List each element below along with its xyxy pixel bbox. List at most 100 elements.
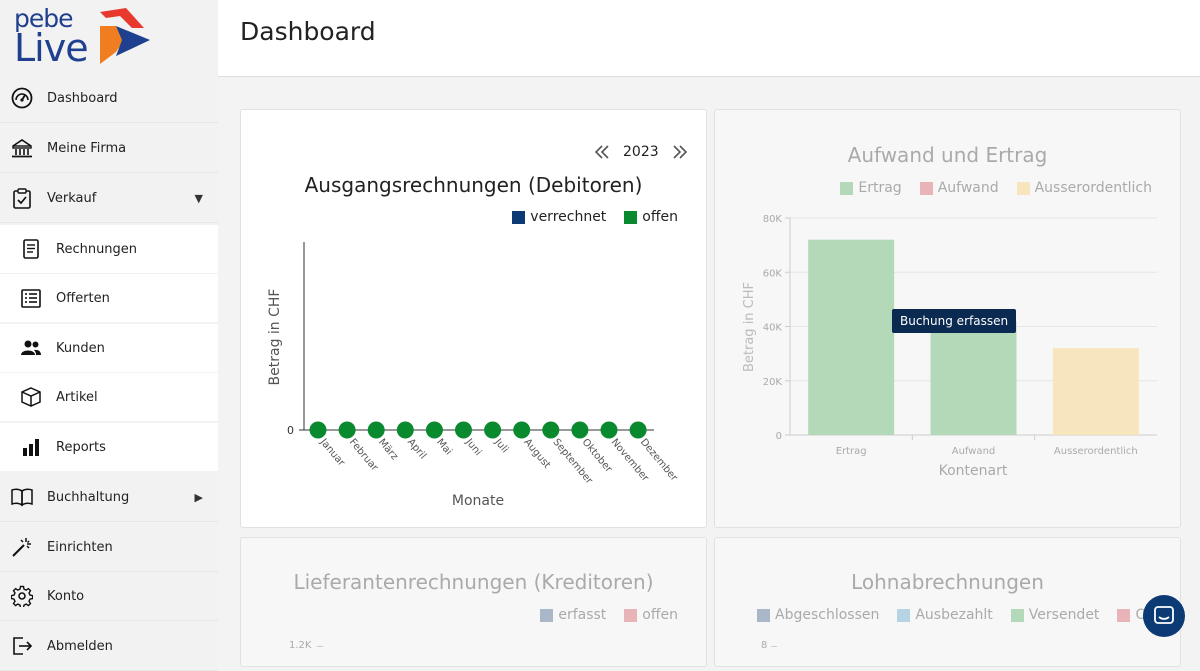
chart-legend: Ertrag Aufwand Ausserordentlich: [822, 180, 1152, 196]
legend-label: offen: [642, 607, 678, 623]
tooltip-buchung-erfassen: Buchung erfassen: [892, 309, 1017, 333]
sidebar-item-label: Buchhaltung: [47, 489, 130, 505]
sidebar: pebe Live Dashboard Meine Firma Verkauf …: [0, 0, 218, 671]
data-point-november: [600, 421, 618, 439]
year-navigation: 2023: [593, 143, 689, 161]
sidebar-item-verkauf[interactable]: Verkauf ▼: [0, 174, 218, 223]
box-icon: [20, 386, 42, 408]
x-axis-label: Monate: [452, 493, 504, 509]
legend-label: Ertrag: [858, 180, 902, 196]
gear-icon: [11, 585, 33, 607]
x-tick-label: März: [376, 437, 400, 463]
sidebar-item-einrichten[interactable]: Einrichten: [0, 523, 218, 572]
x-axis-label: Kontenart: [939, 463, 1008, 479]
data-point-januar: [309, 421, 327, 439]
sidebar-item-label: Rechnungen: [56, 241, 138, 257]
card-lohnabrechnungen: Lohnabrechnungen Abgeschlossen Ausbezahl…: [714, 537, 1181, 667]
card-ausgangsrechnungen: 2023 Ausgangsrechnungen (Debitoren) verr…: [240, 109, 707, 528]
chat-button[interactable]: [1143, 595, 1185, 637]
sidebar-item-reports[interactable]: Reports: [0, 423, 218, 472]
sidebar-item-artikel[interactable]: Artikel: [0, 373, 218, 422]
sidebar-item-label: Offerten: [56, 290, 110, 306]
y-tick-label: 1.2K: [289, 640, 312, 651]
clipboard-check-icon: [11, 187, 33, 209]
legend-label: verrechnet: [530, 209, 607, 225]
legend-item-offen[interactable]: offen: [624, 209, 678, 225]
sidebar-item-label: Artikel: [56, 389, 98, 405]
legend-item-offen[interactable]: offen: [624, 607, 678, 623]
x-tick-label: Ertrag: [836, 446, 867, 457]
y-tick-label: 8: [761, 640, 768, 651]
data-point-august: [513, 421, 531, 439]
legend-item-versendet[interactable]: Versendet: [1010, 607, 1100, 623]
sidebar-item-kunden[interactable]: Kunden: [0, 324, 218, 373]
legend-item-ausbezahlt[interactable]: Ausbezahlt: [897, 607, 993, 623]
logo-text-live: Live: [14, 26, 89, 70]
sidebar-item-konto[interactable]: Konto: [0, 572, 218, 621]
bar-aufwand: [930, 321, 1017, 435]
x-tick-label: Ausserordentlich: [1054, 446, 1138, 457]
chart-legend: Abgeschlossen Ausbezahlt Versendet Offen: [739, 607, 1174, 623]
legend-label: offen: [642, 209, 678, 225]
sidebar-item-meine-firma[interactable]: Meine Firma: [0, 124, 218, 173]
y-axis-label: Betrag in CHF: [267, 289, 283, 386]
x-tick-label: Januar: [317, 436, 347, 469]
legend-label: erfasst: [558, 607, 607, 623]
data-point-oktober: [571, 421, 589, 439]
double-chevron-left-icon[interactable]: [593, 143, 611, 161]
legend-item-ausserordentlich[interactable]: Ausserordentlich: [1016, 180, 1152, 196]
legend-label: Ausserordentlich: [1034, 180, 1152, 196]
data-point-september: [542, 421, 560, 439]
x-tick-label: Februar: [347, 437, 381, 474]
y-tick: [771, 646, 777, 647]
y-axis-label: Betrag in CHF: [742, 282, 757, 372]
y-tick-label: 80K: [763, 214, 783, 225]
x-tick-label: Juli: [492, 436, 511, 455]
caret-down-icon[interactable]: ▼: [194, 192, 203, 205]
people-icon: [20, 337, 42, 359]
sidebar-item-dashboard[interactable]: Dashboard: [0, 74, 218, 123]
x-tick-label: April: [405, 437, 428, 462]
sidebar-item-rechnungen[interactable]: Rechnungen: [0, 225, 218, 274]
sidebar-item-label: Reports: [56, 439, 106, 455]
legend-item-verrechnet[interactable]: verrechnet: [512, 209, 606, 225]
data-point-juni: [455, 421, 472, 439]
y-tick: [317, 646, 323, 647]
legend-item-abgeschlossen[interactable]: Abgeschlossen: [757, 607, 879, 623]
logout-icon: [11, 635, 33, 657]
y-tick-label: 20K: [763, 377, 783, 388]
sidebar-item-buchhaltung[interactable]: Buchhaltung ▶: [0, 473, 218, 522]
logo[interactable]: pebe Live: [14, 4, 164, 70]
chart-title: Lohnabrechnungen: [851, 570, 1044, 594]
sidebar-item-offerten[interactable]: Offerten: [0, 274, 218, 323]
bar-ausserordentlich: [1052, 348, 1139, 435]
chart-title: Ausgangsrechnungen (Debitoren): [304, 173, 643, 197]
x-tick-label: Aufwand: [952, 446, 996, 457]
book-icon: [11, 486, 33, 508]
logo-text-pebe: pebe: [14, 4, 73, 33]
caret-right-icon[interactable]: ▶: [194, 491, 203, 504]
data-point-mai: [425, 421, 443, 439]
sidebar-item-abmelden[interactable]: Abmelden: [0, 622, 218, 671]
legend-item-erfasst[interactable]: erfasst: [540, 607, 606, 623]
page-title: Dashboard: [240, 17, 376, 46]
sidebar-item-label: Meine Firma: [47, 140, 127, 156]
gauge-icon: [11, 87, 33, 109]
page-header: Dashboard: [218, 0, 1200, 77]
sidebar-item-label: Verkauf: [47, 190, 97, 206]
list-document-icon: [20, 287, 42, 309]
chart-title: Lieferantenrechnungen (Kreditoren): [293, 570, 654, 594]
legend-item-ertrag[interactable]: Ertrag: [840, 180, 902, 196]
double-chevron-right-icon[interactable]: [671, 143, 689, 161]
y-tick-label: 0: [287, 424, 294, 437]
building-icon: [11, 137, 33, 159]
logo-play-icon: [100, 8, 150, 64]
x-tick-label: Juni: [463, 436, 484, 458]
chart-title: Aufwand und Ertrag: [847, 143, 1048, 167]
chat-icon: [1154, 606, 1174, 624]
magic-wand-icon: [11, 536, 33, 558]
data-point-dezember: [629, 421, 647, 439]
legend-label: Versendet: [1028, 607, 1100, 623]
legend-item-aufwand[interactable]: Aufwand: [919, 180, 999, 196]
